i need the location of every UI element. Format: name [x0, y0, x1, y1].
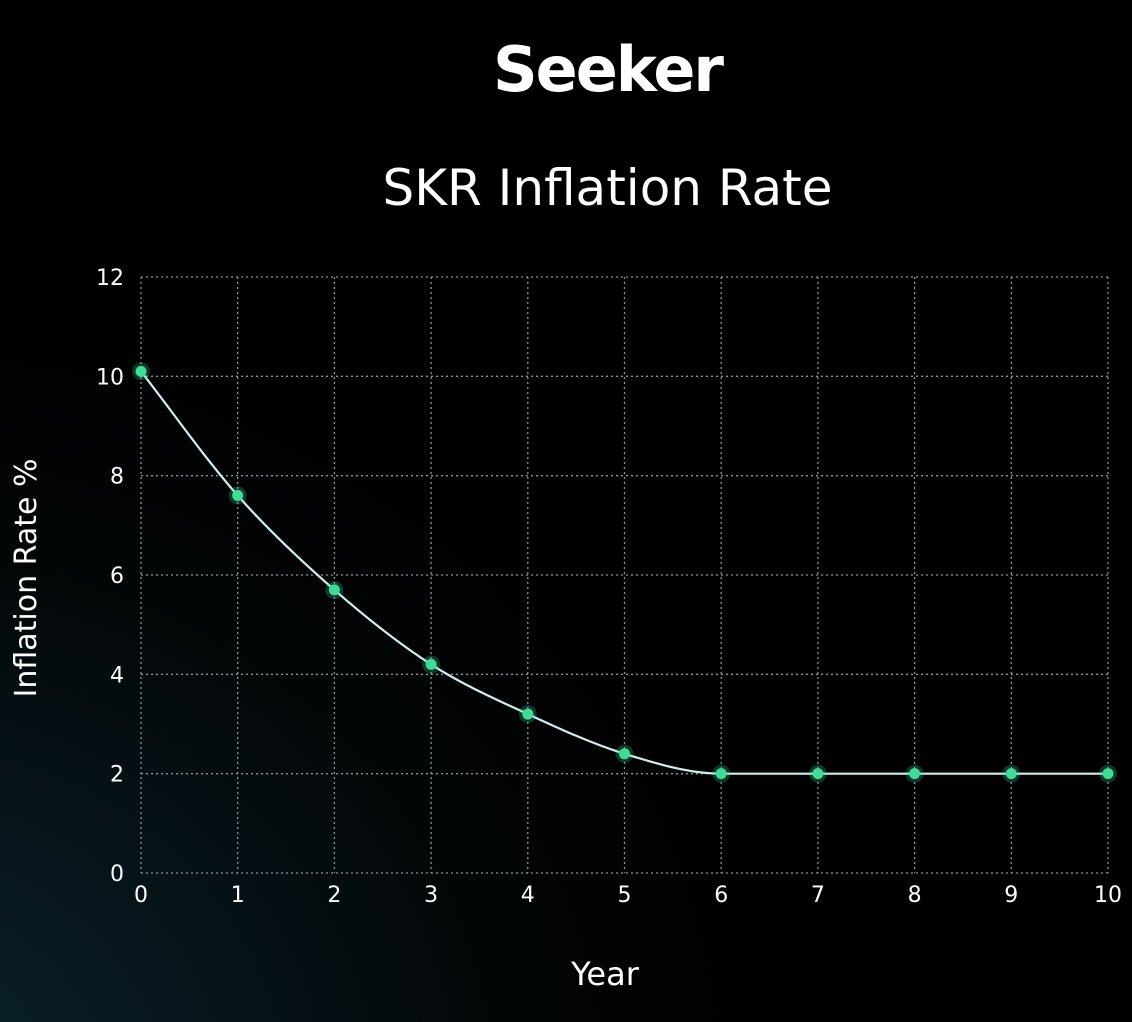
data-point [425, 658, 437, 670]
series-line-group [140, 370, 1108, 775]
x-axis-ticks: 0 1 2 3 4 5 6 7 8 9 10 [134, 883, 1122, 908]
y-axis-ticks: 0 2 4 6 8 10 12 [96, 266, 124, 887]
x-axis-title: Year [570, 955, 640, 993]
x-tick-label: 4 [521, 883, 535, 908]
data-point [1102, 768, 1114, 780]
y-tick-label: 2 [110, 763, 124, 788]
data-points [132, 362, 1117, 783]
grid-lines [140, 276, 1109, 874]
x-tick-label: 3 [424, 883, 438, 908]
y-tick-label: 6 [110, 564, 124, 589]
data-point [715, 768, 727, 780]
x-tick-label: 2 [327, 883, 341, 908]
x-tick-label: 8 [908, 883, 922, 908]
y-tick-label: 4 [110, 663, 124, 688]
y-tick-label: 12 [96, 266, 124, 291]
y-tick-label: 8 [110, 465, 124, 490]
y-axis-title: Inflation Rate % [9, 459, 44, 698]
x-tick-label: 9 [1004, 883, 1018, 908]
data-point [522, 708, 534, 720]
data-point [135, 365, 147, 377]
series-line [140, 370, 1108, 775]
x-tick-label: 10 [1094, 883, 1122, 908]
x-tick-label: 5 [618, 883, 632, 908]
x-tick-label: 1 [231, 883, 245, 908]
data-point [232, 490, 244, 502]
x-tick-label: 7 [811, 883, 825, 908]
y-tick-label: 10 [96, 365, 124, 390]
y-tick-label: 0 [110, 862, 124, 887]
data-point [619, 748, 630, 760]
data-point [812, 768, 824, 780]
brand-logo: Seeker [493, 33, 724, 106]
x-tick-label: 0 [134, 883, 148, 908]
data-point [909, 768, 921, 780]
data-point [1005, 768, 1017, 780]
x-tick-label: 6 [714, 883, 728, 908]
chart-title: SKR Inflation Rate [382, 159, 833, 217]
data-point [328, 584, 340, 596]
